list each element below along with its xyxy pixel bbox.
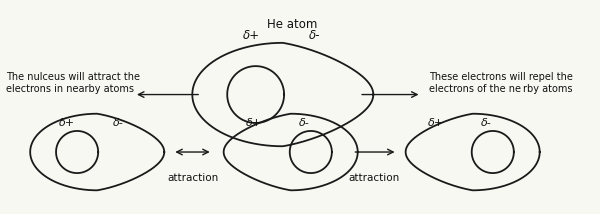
Text: δ+: δ+	[242, 29, 259, 42]
Text: δ-: δ-	[112, 119, 123, 128]
Text: These electrons will repel the
electrons of the ne rby atoms: These electrons will repel the electrons…	[429, 72, 573, 94]
Text: attraction: attraction	[349, 173, 400, 183]
Text: δ+: δ+	[428, 119, 444, 128]
Text: The nulceus will attract the
electrons in nearby atoms: The nulceus will attract the electrons i…	[6, 72, 140, 94]
Text: attraction: attraction	[167, 173, 218, 183]
Text: He atom: He atom	[267, 18, 317, 31]
Text: δ-: δ-	[308, 29, 320, 42]
Text: δ-: δ-	[481, 119, 492, 128]
Text: δ-: δ-	[299, 119, 310, 128]
Text: δ+: δ+	[59, 119, 75, 128]
Text: δ+: δ+	[246, 119, 262, 128]
